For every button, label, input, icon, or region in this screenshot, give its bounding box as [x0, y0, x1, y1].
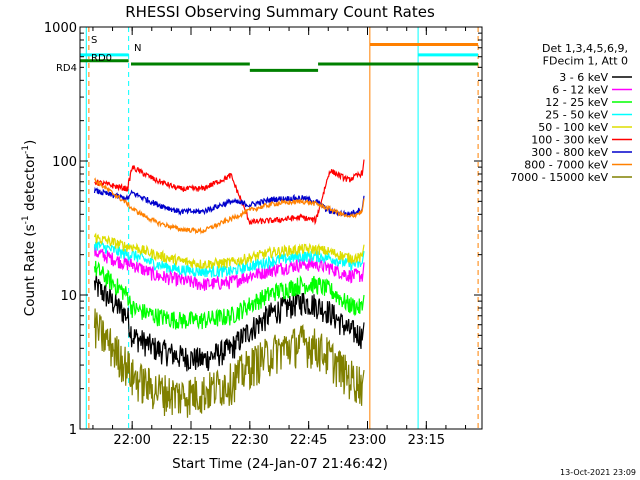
series-line: [94, 177, 365, 235]
legend-entry-label: 12 - 25 keV: [545, 96, 608, 109]
x-tick-label: 22:30: [231, 433, 268, 448]
x-tick-label: 22:45: [290, 433, 327, 448]
x-axis-label: Start Time (24-Jan-07 21:46:42): [172, 456, 388, 472]
y-tick-label: 10: [60, 289, 77, 304]
series-line: [93, 186, 365, 218]
legend: Det 1,3,4,5,6,9,FDecim 1, Att 0 3 - 6 keV…: [510, 42, 632, 184]
legend-entry-label: 300 - 800 keV: [531, 146, 608, 159]
x-tick-label: 22:00: [113, 433, 150, 448]
y-axis-label-mid: detector: [22, 154, 38, 216]
flag-label-rd4: RD4: [56, 63, 77, 74]
y-axis-label: Count Rate (s-1 detector-1): [21, 140, 38, 316]
y-axis: 1 10 100 1000: [44, 21, 482, 438]
legend-entry-label: 100 - 300 keV: [531, 134, 608, 147]
flag-label-rd0: RD0: [91, 53, 112, 64]
series-line: [93, 260, 365, 330]
legend-entry-label: 7000 - 15000 keV: [510, 171, 608, 184]
legend-entry-label: 25 - 50 keV: [545, 109, 608, 122]
chart-title: RHESSI Observing Summary Count Rates: [125, 3, 435, 21]
y-tick-label: 100: [52, 155, 77, 170]
plot-frame: [79, 26, 483, 430]
x-tick-label: 23:00: [349, 433, 386, 448]
y-axis-label-sup2: -1: [21, 145, 31, 154]
x-tick-label: 23:15: [408, 433, 445, 448]
x-tick-label: 22:15: [172, 433, 209, 448]
y-tick-label: 1000: [44, 21, 77, 36]
series-line: [93, 241, 365, 278]
series-line: [94, 159, 365, 226]
x-axis: 22:00 22:15 22:30 22:45 23:00 23:15: [92, 27, 467, 448]
legend-entry-label: 800 - 7000 keV: [524, 159, 608, 172]
series-line: [93, 274, 365, 372]
series-line: [93, 232, 365, 270]
legend-header-line: FDecim 1, Att 0: [543, 55, 628, 68]
y-axis-label-main: Count Rate (s: [22, 224, 38, 316]
flag-label-s: S: [91, 35, 97, 46]
y-tick-label: 1: [69, 423, 77, 438]
y-axis-label-end: ): [22, 140, 38, 145]
legend-header-line: Det 1,3,4,5,6,9,: [542, 42, 628, 55]
legend-entry-label: 6 - 12 keV: [552, 84, 608, 97]
y-axis-label-sup1: -1: [21, 215, 31, 224]
legend-entry-label: 3 - 6 keV: [559, 71, 608, 84]
legend-entry-label: 50 - 100 keV: [538, 121, 608, 134]
flag-label-n: N: [134, 43, 141, 54]
timestamp-label: 13-Oct-2021 23:09: [560, 468, 636, 477]
series-line: [93, 308, 365, 418]
plot-area: S N RD0 RD4: [56, 27, 479, 429]
series-line: [93, 246, 365, 291]
